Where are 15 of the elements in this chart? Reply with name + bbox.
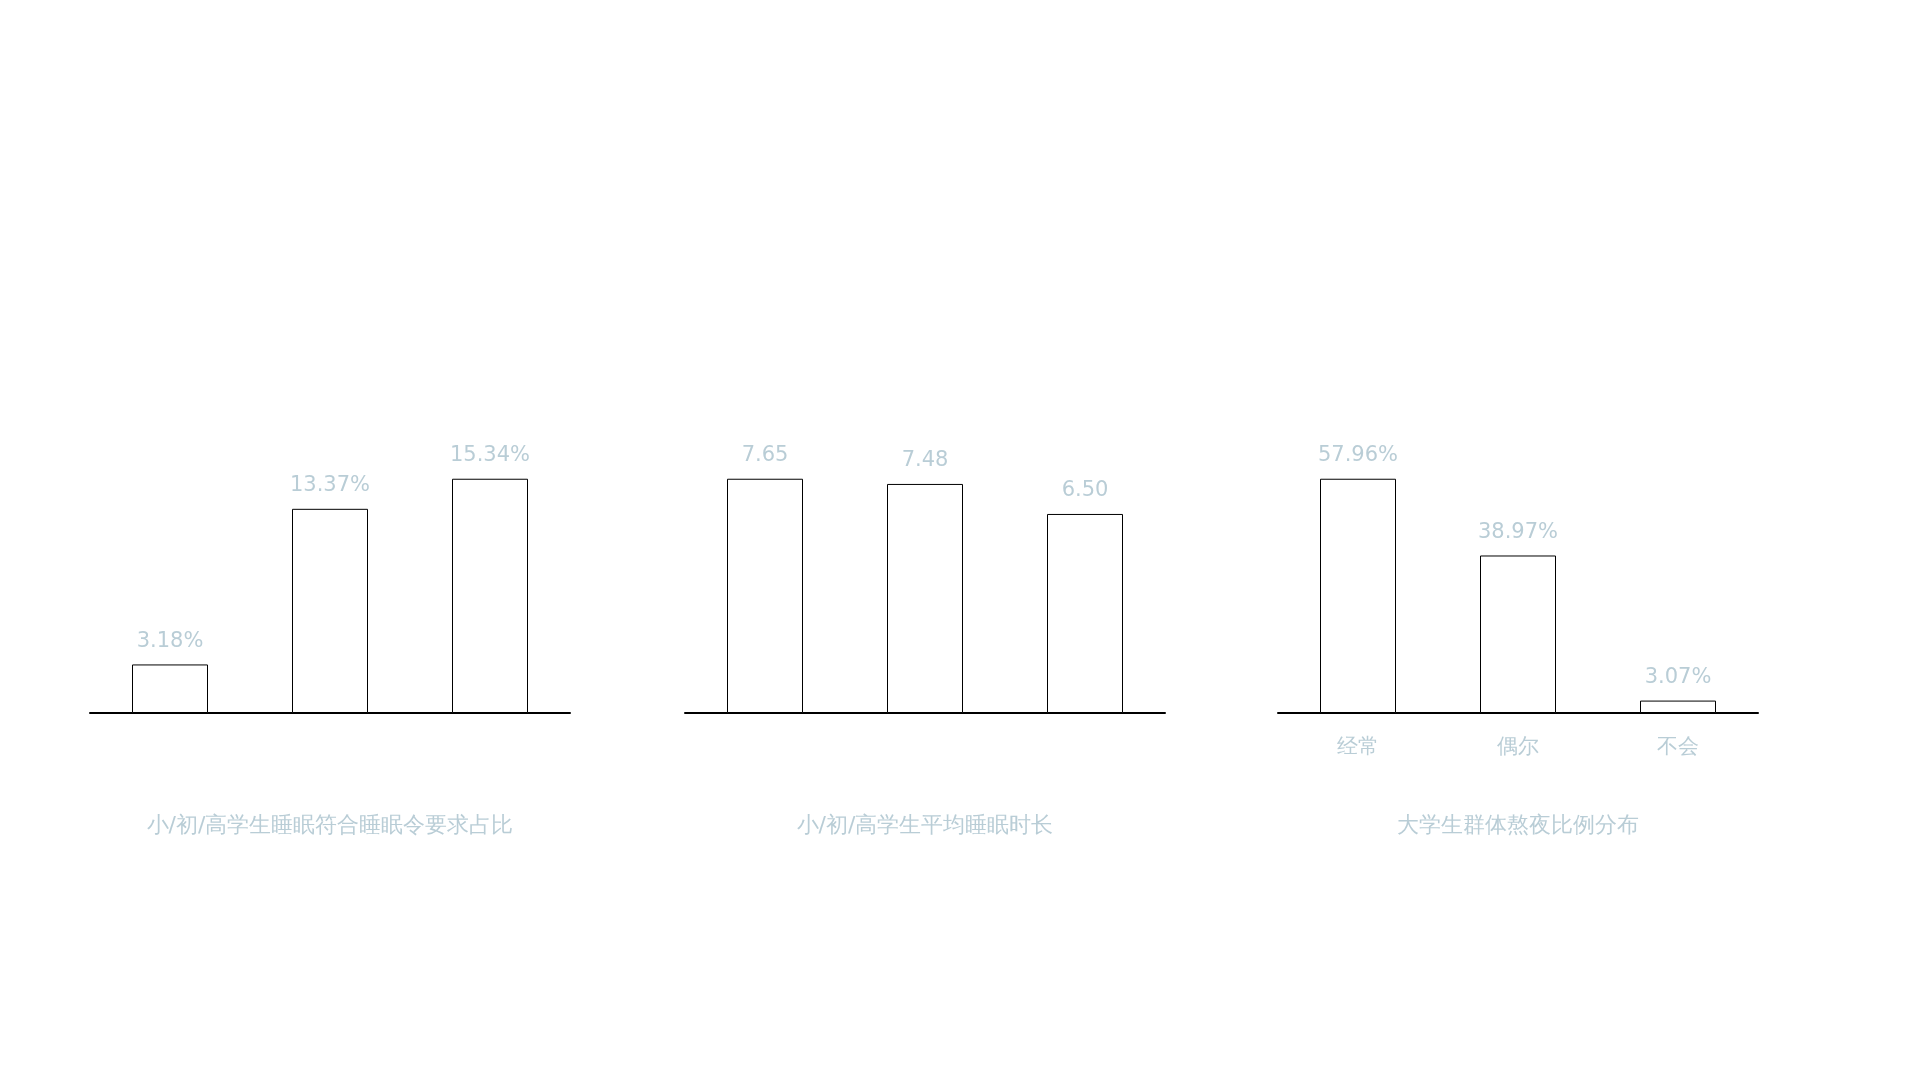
text: 大学生群体熬夜比例分布 [1397,811,1639,837]
text: 小/初/高学生睡眠符合睡眠令要求占比 [146,811,514,837]
data-label: 3.18% [136,627,204,652]
x-tick-label: 经常 [1337,733,1379,758]
data-label: 6.50 [1061,477,1109,502]
data-label: 57.96% [1317,442,1399,467]
x-tick-label: 偶尔 [1497,733,1539,758]
data-label: 13.37% [289,472,371,497]
x-tick-label: 不会 [1657,733,1699,758]
data-label: 3.07% [1644,664,1712,689]
data-label: 7.48 [901,447,949,472]
text: 小/初/高学生平均睡眠时长 [796,811,1054,837]
data-label: 7.65 [741,442,789,467]
data-label: 15.34% [449,442,531,467]
data-label: 38.97% [1477,518,1559,543]
